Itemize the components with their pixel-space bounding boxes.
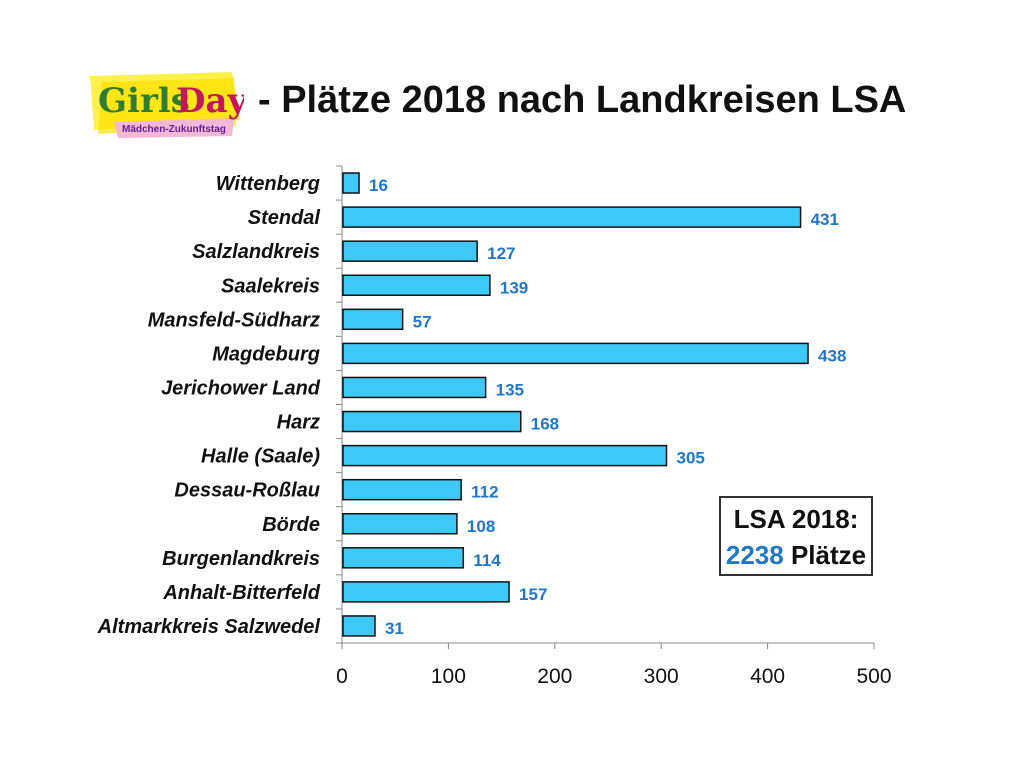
page-title: - Plätze 2018 nach Landkreisen LSA (258, 79, 907, 121)
x-tick-label: 400 (750, 665, 785, 688)
summary-unit: Plätze (790, 540, 867, 570)
category-label: Harz (277, 412, 320, 434)
bar (342, 240, 478, 262)
data-label: 431 (811, 210, 839, 229)
summary-box: LSA 2018: 2238 Plätze (719, 496, 873, 576)
x-tick-label: 300 (644, 665, 679, 688)
category-label: Halle (Saale) (201, 446, 320, 468)
data-label: 127 (487, 244, 515, 263)
data-label: 16 (369, 176, 388, 195)
svg-text:Mädchen-Zukunftstag: Mädchen-Zukunftstag (122, 124, 226, 135)
svg-text:Day: Day (176, 81, 244, 121)
category-label: Dessau-Roßlau (174, 480, 320, 502)
data-label: 135 (496, 380, 524, 399)
category-label: Altmarkkreis Salzwedel (97, 616, 321, 638)
category-label: Anhalt-Bitterfeld (162, 582, 320, 604)
category-label: Wittenberg (216, 173, 320, 195)
category-label: Börde (262, 514, 320, 536)
bar (342, 513, 458, 535)
data-label: 139 (500, 278, 528, 297)
data-label: 305 (677, 449, 705, 468)
bar (342, 206, 802, 228)
data-label: 31 (385, 619, 404, 638)
summary-line2: 2238 Plätze (721, 537, 871, 573)
category-label: Stendal (248, 207, 321, 229)
x-tick-label: 0 (336, 665, 348, 688)
x-tick-label: 200 (537, 665, 572, 688)
bar (342, 172, 360, 194)
bar (342, 444, 668, 467)
category-label: Magdeburg (212, 343, 320, 365)
summary-line1: LSA 2018: (733, 504, 859, 534)
svg-text:Girls: Girls (98, 81, 190, 121)
bar (342, 615, 376, 637)
category-label: Mansfeld-Südharz (148, 309, 320, 331)
data-label: 114 (473, 551, 501, 570)
girls-day-logo: Girls Day Mädchen-Zukunftstag (90, 72, 244, 138)
bar (342, 308, 404, 331)
category-label: Burgenlandkreis (162, 548, 320, 570)
data-label: 112 (471, 483, 498, 502)
bar (342, 478, 462, 501)
bar (342, 410, 522, 433)
bar (342, 274, 491, 296)
bar (342, 547, 465, 569)
x-tick-label: 500 (856, 665, 891, 688)
bar (342, 342, 809, 365)
category-label: Salzlandkreis (192, 241, 320, 263)
data-label: 168 (531, 415, 559, 434)
x-tick-label: 100 (431, 665, 466, 688)
category-label: Jerichower Land (161, 377, 321, 399)
data-label: 157 (519, 585, 547, 604)
bar (342, 581, 510, 603)
bar (342, 376, 487, 399)
category-label: Saalekreis (221, 275, 320, 297)
data-label: 57 (413, 312, 432, 331)
summary-total: 2238 (725, 540, 784, 570)
data-label: 438 (818, 346, 846, 365)
data-label: 108 (467, 517, 495, 536)
